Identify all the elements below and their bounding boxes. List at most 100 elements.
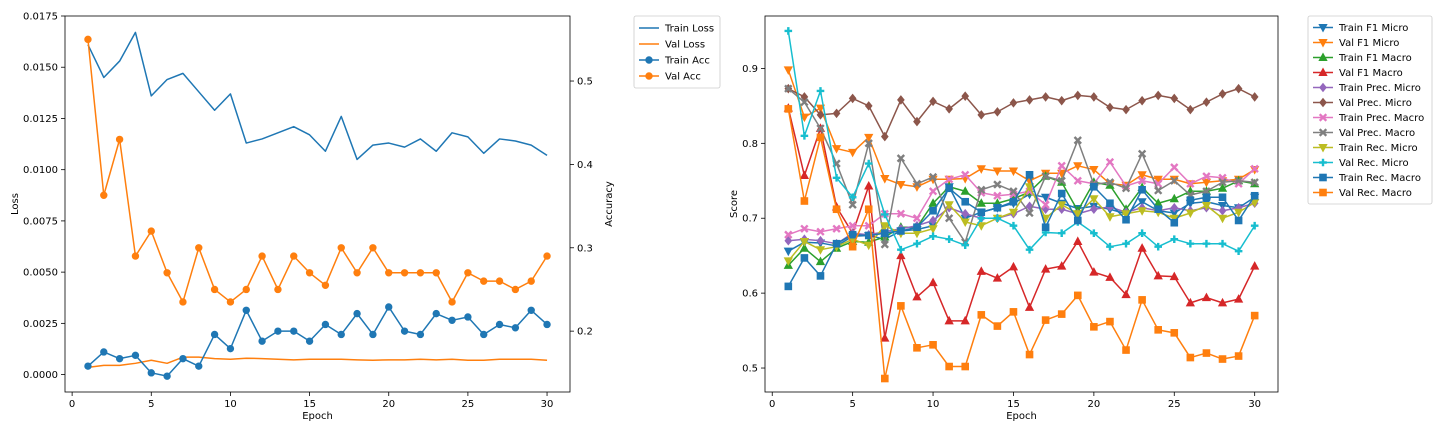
data-point-val-rec-macro (977, 311, 986, 319)
legend-label: Val Prec. Micro (1339, 98, 1412, 109)
data-point-val-prec-micro (816, 110, 825, 120)
data-point-val-acc (195, 244, 203, 252)
y-tick-label: 0.5 (742, 364, 758, 375)
series-train-rec-micro (783, 183, 1260, 266)
data-point-train-acc (226, 344, 235, 353)
series-val-acc (84, 35, 551, 306)
series-line-train-rec-macro (787, 174, 1256, 287)
y-tick-label: 0.0050 (23, 268, 58, 279)
data-point-val-rec-micro (1025, 245, 1034, 254)
x-tick-label: 20 (382, 399, 395, 410)
data-point-train-prec-macro (993, 191, 1002, 200)
data-point-val-rec-micro (1106, 242, 1114, 251)
y-tick-label: 0.0150 (23, 63, 58, 74)
data-point-val-rec-macro (1106, 317, 1114, 326)
data-point-val-f1-macro (864, 180, 874, 190)
y-tick-label: 0.8 (742, 139, 758, 150)
data-point-train-rec-macro (800, 254, 809, 262)
data-point-train-prec-macro (816, 227, 825, 236)
data-point-val-acc (480, 277, 488, 285)
y-axis-label: Score (729, 190, 740, 218)
data-point-val-rec-micro (1234, 247, 1243, 255)
data-point-val-rec-micro (913, 239, 921, 248)
data-point-val-prec-micro (1041, 92, 1050, 102)
data-point-train-f1-macro (928, 198, 938, 207)
data-point-val-rec-micro (929, 232, 937, 241)
data-point-train-rec-macro (784, 282, 793, 291)
data-point-train-rec-macro (1170, 218, 1179, 227)
data-point-train-rec-micro (1089, 195, 1099, 204)
data-point-val-prec-macro (1137, 149, 1147, 158)
data-point-val-rec-micro (832, 173, 841, 182)
x-tick-label: 20 (1087, 399, 1100, 410)
data-point-val-f1-macro (1057, 261, 1067, 270)
data-point-val-f1-macro (1089, 267, 1099, 276)
legend-marker (1319, 188, 1327, 197)
legend-label: Train Prec. Micro (1338, 83, 1421, 94)
data-point-val-prec-micro (1073, 90, 1082, 101)
series-val-loss (87, 356, 548, 369)
data-point-val-prec-macro (848, 200, 857, 209)
data-point-val-rec-micro (1122, 239, 1130, 248)
legend-label: Val F1 Micro (1339, 38, 1399, 49)
data-point-val-acc (210, 285, 219, 294)
x-tick-label: 0 (69, 399, 75, 410)
data-point-train-f1-macro (960, 186, 970, 195)
data-point-val-rec-micro (1138, 229, 1146, 238)
x-tick-label: 15 (303, 399, 316, 410)
series-line-val-prec-macro (787, 88, 1255, 246)
data-point-val-f1-micro (1073, 162, 1083, 171)
data-point-train-acc (353, 309, 361, 318)
data-point-train-rec-micro (1169, 214, 1179, 224)
data-point-val-prec-micro (977, 110, 986, 120)
data-point-train-rec-macro (929, 206, 937, 215)
data-point-train-rec-micro (1073, 210, 1083, 219)
data-point-train-rec-macro (913, 223, 921, 232)
data-point-train-acc (290, 327, 298, 335)
data-point-val-rec-micro (1186, 239, 1195, 248)
data-point-train-rec-micro (1024, 183, 1035, 192)
data-point-train-acc (337, 330, 345, 339)
data-point-val-prec-macro (784, 84, 793, 93)
data-point-train-acc (464, 313, 472, 321)
y-axis-label: Loss (10, 193, 21, 215)
data-point-val-acc (464, 269, 472, 277)
data-point-val-prec-macro (1250, 178, 1259, 187)
series-val-prec-micro (784, 83, 1259, 142)
data-point-val-acc (131, 252, 140, 260)
data-point-train-prec-macro (961, 170, 970, 179)
data-point-val-acc (242, 285, 250, 294)
data-point-val-acc (448, 298, 456, 306)
data-point-val-prec-macro (1025, 208, 1034, 218)
data-point-val-rec-micro (993, 214, 1002, 223)
y-tick-label: 0.0000 (23, 370, 58, 381)
legend-label: Train Prec. Macro (1338, 113, 1424, 124)
x-tick-label: 30 (541, 399, 554, 410)
legend-item-val-f1-macro: Val F1 Macro (1313, 67, 1403, 79)
data-point-train-f1-macro (1217, 183, 1228, 192)
data-point-val-rec-macro (1009, 308, 1018, 316)
legend-marker (1319, 173, 1327, 182)
data-point-val-rec-micro (945, 235, 953, 244)
data-point-val-prec-macro (1057, 176, 1066, 185)
data-point-val-rec-macro (1138, 296, 1146, 304)
data-point-train-rec-macro (1218, 193, 1227, 202)
plot-frame (64, 15, 571, 393)
data-point-val-prec-macro (1218, 178, 1227, 187)
data-point-val-acc (163, 269, 171, 277)
legend-item-train-rec-micro: Train Rec. Micro (1313, 143, 1418, 154)
data-point-val-rec-macro (881, 374, 889, 383)
data-point-val-f1-micro (1089, 166, 1099, 175)
data-point-val-rec-macro (1025, 350, 1034, 359)
y-right-tick-label: 0.3 (577, 243, 593, 254)
data-point-val-rec-micro (784, 27, 793, 35)
data-point-train-acc (385, 303, 393, 311)
data-point-val-rec-micro (1250, 221, 1259, 230)
data-point-val-f1-macro (960, 315, 970, 325)
legend-label: Val Acc (665, 72, 701, 83)
data-point-train-acc (147, 369, 155, 377)
series-train-acc (84, 303, 551, 380)
data-point-train-prec-macro (1202, 172, 1211, 181)
data-point-train-acc (495, 320, 504, 329)
data-point-train-prec-micro (929, 215, 937, 226)
